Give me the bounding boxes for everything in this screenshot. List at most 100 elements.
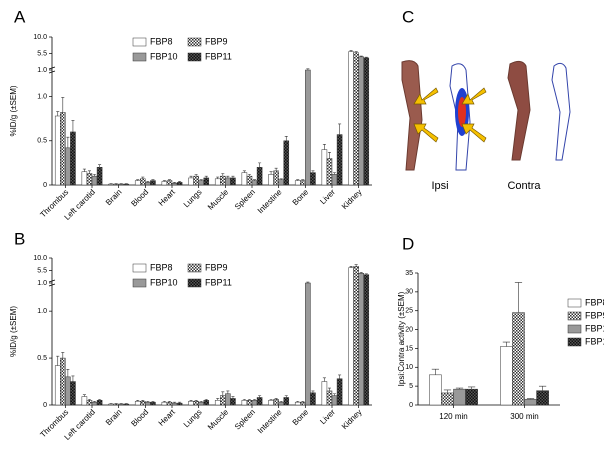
- bar: [65, 376, 71, 406]
- error-bar: [242, 170, 246, 173]
- error-bar: [327, 151, 331, 159]
- error-bar: [526, 398, 535, 400]
- panel-label: B: [14, 229, 25, 248]
- bar: [96, 400, 103, 406]
- bar: [358, 273, 364, 406]
- panel-label: D: [402, 234, 414, 253]
- error-bar: [231, 396, 235, 399]
- bar: [214, 178, 221, 186]
- bar: [70, 381, 76, 406]
- error-bar: [338, 123, 342, 135]
- error-bar: [226, 175, 230, 178]
- legend-swatch: [132, 278, 147, 288]
- error-bar: [93, 174, 97, 177]
- error-bar: [204, 399, 208, 401]
- bar: [123, 403, 130, 406]
- error-bar: [71, 120, 75, 132]
- legend-swatch: [567, 298, 582, 308]
- error-bar: [56, 355, 60, 366]
- error-bar: [178, 181, 182, 183]
- legend-label: FBP9: [205, 36, 228, 46]
- error-bar: [231, 175, 235, 178]
- bar: [278, 179, 284, 186]
- legend-swatch: [132, 52, 147, 62]
- error-bar: [221, 173, 225, 177]
- error-bar: [194, 400, 198, 402]
- x-tick-label: Heart: [157, 407, 178, 428]
- bar: [251, 180, 258, 186]
- y-tick-label: 5.5: [37, 50, 47, 57]
- legend-label: FBP8: [585, 297, 604, 307]
- bar: [145, 401, 151, 406]
- bar: [300, 401, 306, 406]
- y-axis-label: %ID/g (±SEM): [9, 306, 18, 357]
- error-bar: [136, 400, 140, 402]
- error-bar: [98, 164, 102, 168]
- bar: [96, 167, 103, 186]
- bar: [140, 400, 146, 406]
- error-bar: [61, 352, 65, 359]
- y-axis-label: Ipsi:Contra activity (±SEM): [397, 291, 406, 386]
- bar: [336, 378, 343, 406]
- bar: [176, 182, 183, 186]
- panel-label: A: [14, 7, 26, 26]
- error-bar: [87, 399, 91, 401]
- error-bar: [279, 400, 283, 403]
- bar: [305, 282, 311, 406]
- bar: [176, 402, 183, 406]
- bar: [161, 401, 168, 406]
- error-bar: [221, 391, 225, 396]
- bar: [283, 140, 290, 186]
- y-tick-label: 0.5: [37, 355, 47, 362]
- bar: [300, 180, 306, 186]
- bar: [273, 170, 279, 186]
- error-bar: [284, 136, 288, 141]
- bar: [118, 403, 124, 406]
- caption: Contra: [507, 180, 541, 192]
- error-bar: [199, 400, 203, 403]
- error-bar: [162, 180, 166, 182]
- error-bar: [66, 369, 70, 377]
- bar: [278, 401, 284, 406]
- error-bar: [354, 51, 358, 53]
- x-tick-label: Bone: [291, 187, 311, 207]
- bar: [193, 175, 199, 186]
- legend-swatch: [187, 52, 202, 62]
- error-bar: [279, 178, 283, 180]
- error-bar: [93, 400, 97, 403]
- error-bar: [502, 341, 511, 347]
- bar: [310, 172, 316, 186]
- y-tick-label: 0: [43, 182, 47, 189]
- error-bar: [146, 181, 150, 183]
- bar: [123, 183, 130, 186]
- bar: [331, 174, 338, 186]
- error-bar: [269, 171, 273, 175]
- error-bar: [216, 398, 220, 401]
- error-bar: [141, 176, 145, 179]
- vessel-image: [507, 60, 531, 161]
- error-bar: [296, 179, 300, 181]
- bar: [171, 182, 178, 186]
- bar: [326, 390, 333, 406]
- error-bar: [349, 266, 353, 268]
- y-tick-label: 1.0: [37, 93, 47, 100]
- error-bar: [327, 387, 331, 391]
- bar: [65, 147, 71, 186]
- error-bar: [311, 170, 315, 173]
- axis-break: [48, 283, 56, 287]
- error-bar: [173, 401, 177, 404]
- error-bar: [258, 162, 262, 168]
- bar: [246, 400, 253, 406]
- x-tick-label: Liver: [318, 187, 337, 206]
- bar: [465, 388, 478, 406]
- legend-swatch: [132, 37, 147, 47]
- chart: D Ipsi:Contra activity (±SEM) 0 5 10 15 20 25 30…: [397, 234, 604, 421]
- error-bar: [455, 387, 464, 390]
- y-tick-label: 1.0: [37, 67, 47, 74]
- error-bar: [136, 179, 140, 181]
- x-tick-label: 120 min: [439, 412, 467, 421]
- axis-break: [48, 70, 56, 74]
- bar: [193, 400, 199, 406]
- image-panel: C Ipsi Contra: [401, 7, 571, 192]
- bar: [256, 167, 263, 186]
